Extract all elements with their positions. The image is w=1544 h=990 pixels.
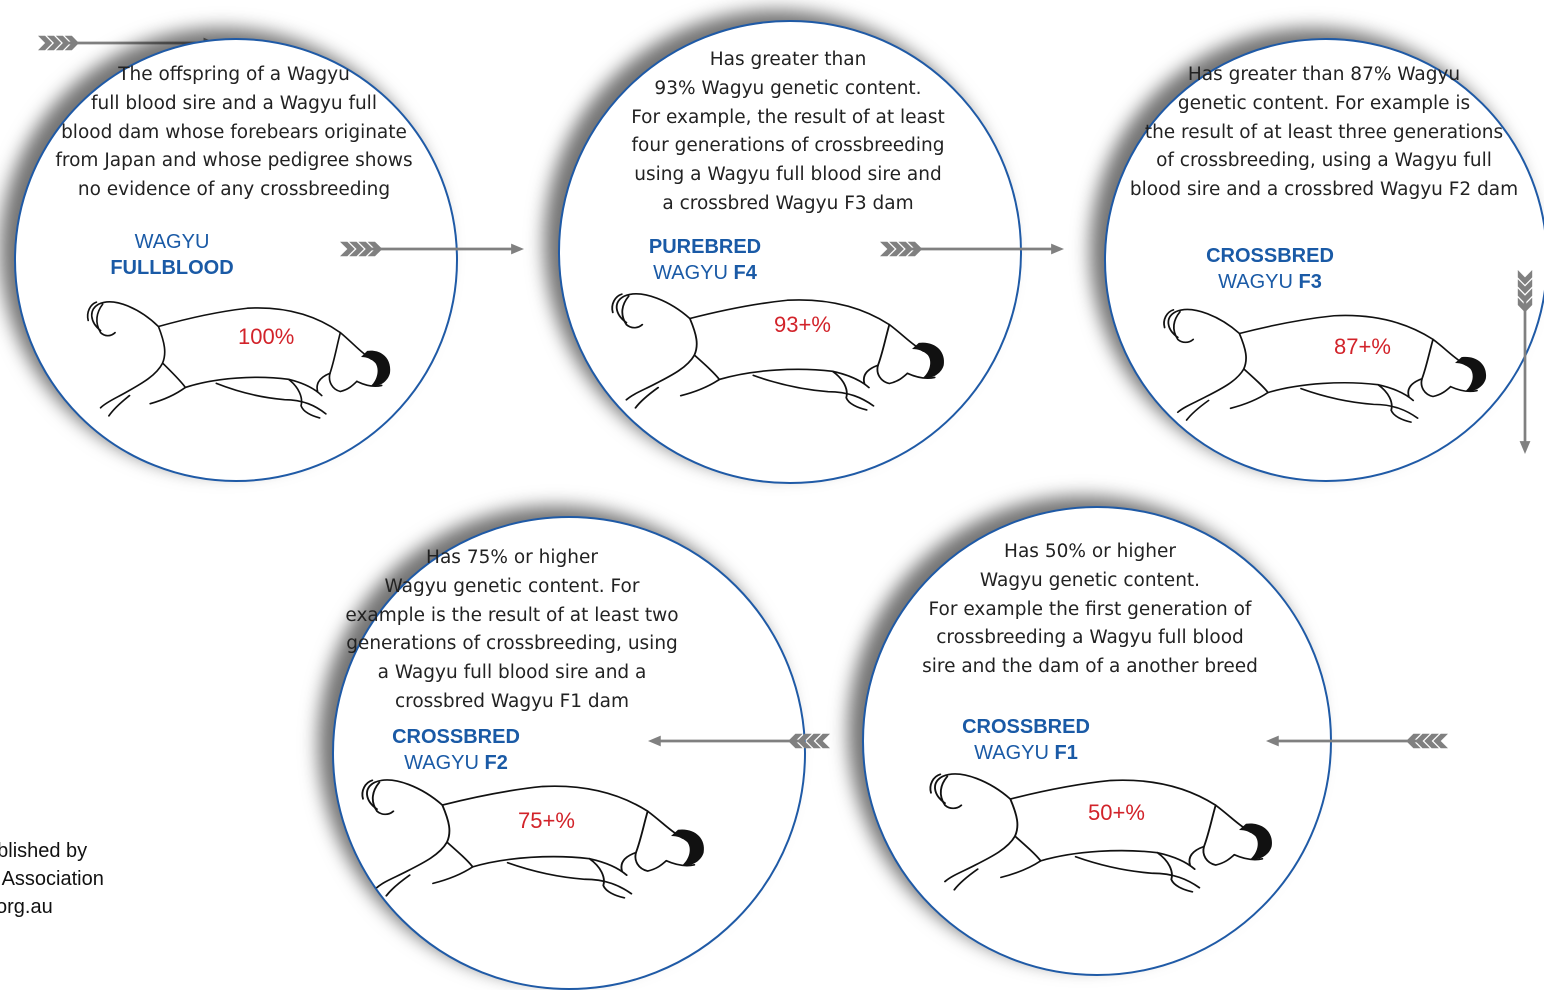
stage-label-crossbred-f1: CROSSBRED WAGYU F1 xyxy=(962,716,1090,764)
arrow-icon xyxy=(880,240,1064,258)
stage-percent-crossbred-f2: 75+% xyxy=(518,808,575,833)
arrow-icon xyxy=(340,240,524,258)
publisher-footer: ublished by u Association i.org.au xyxy=(0,840,104,918)
arrow-icon xyxy=(1517,270,1533,454)
stage-circle-crossbred-f3 xyxy=(1104,38,1544,482)
stage-label-crossbred-f3: CROSSBRED WAGYU F3 xyxy=(1206,245,1334,293)
stage-circle-crossbred-f1 xyxy=(862,506,1332,976)
arrow-icon xyxy=(648,732,830,750)
stage-percent-fullblood: 100% xyxy=(238,324,295,349)
bull-icon xyxy=(82,292,392,424)
stage-description-crossbred-f3: Has greater than 87% Wagyu genetic conten… xyxy=(1129,64,1519,201)
bull-icon xyxy=(924,764,1274,898)
bull-icon xyxy=(356,770,706,904)
bull-icon xyxy=(606,284,946,416)
stage-label-crossbred-f2: CROSSBRED WAGYU F2 xyxy=(392,726,520,774)
stage-label-purebred-f4: PUREBRED WAGYU F4 xyxy=(648,236,762,284)
stage-percent-crossbred-f1: 50+% xyxy=(1088,800,1145,825)
stage-description-crossbred-f1: Has 50% or higher Wagyu genetic content. F… xyxy=(922,541,1258,678)
arrow-icon xyxy=(1266,732,1448,750)
stage-circle-fullblood xyxy=(14,38,458,482)
stage-description-crossbred-f2: Has 75% or higher Wagyu genetic content. … xyxy=(345,547,679,712)
stage-percent-purebred-f4: 93+% xyxy=(774,312,831,337)
stage-percent-crossbred-f3: 87+% xyxy=(1334,334,1391,359)
stage-description-purebred-f4: Has greater than 93% Wagyu genetic conten… xyxy=(631,49,945,214)
stage-label-fullblood: WAGYU FULLBLOOD xyxy=(110,231,234,279)
bull-icon xyxy=(1158,300,1488,428)
stage-circle-crossbred-f2 xyxy=(332,516,806,990)
stage-description-fullblood: The offspring of a Wagyu full blood sire … xyxy=(55,64,413,201)
